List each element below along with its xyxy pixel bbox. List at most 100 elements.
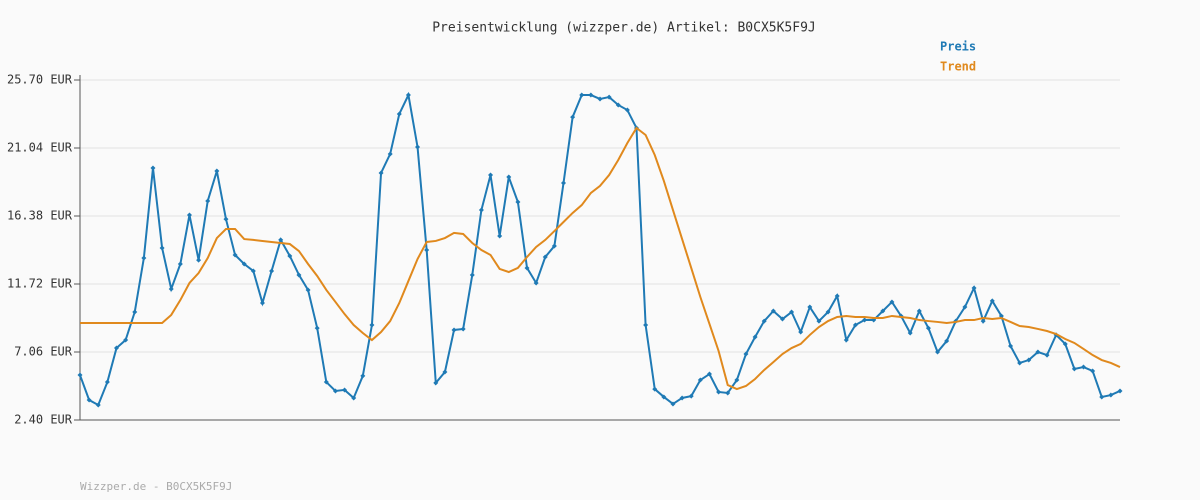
point-marker (415, 144, 421, 150)
point-marker (460, 326, 466, 332)
point-marker (488, 172, 494, 178)
y-tick-label: 25.70 EUR (7, 73, 73, 87)
point-marker (661, 394, 667, 400)
point-marker (697, 377, 703, 383)
point-marker (1099, 394, 1105, 400)
point-marker (168, 286, 174, 292)
point-marker (1008, 343, 1014, 349)
point-marker (214, 168, 220, 174)
point-marker (1044, 352, 1050, 358)
point-marker (232, 252, 238, 258)
point-marker (807, 304, 813, 310)
point-marker (962, 304, 968, 310)
y-tick-label: 11.72 EUR (7, 277, 73, 291)
point-marker (469, 272, 475, 278)
point-marker (332, 388, 338, 394)
point-marker (852, 322, 858, 328)
point-marker (515, 199, 521, 205)
point-marker (643, 322, 649, 328)
point-marker (478, 207, 484, 213)
footer: Wizzper.de - B0CX5K5F9J (80, 480, 232, 493)
y-tick-label: 21.04 EUR (7, 141, 73, 155)
point-marker (442, 369, 448, 375)
point-marker (551, 243, 557, 249)
point-marker (688, 393, 694, 399)
point-marker (670, 401, 676, 407)
point-marker (524, 265, 530, 271)
point-marker (278, 237, 284, 243)
point-marker (287, 253, 293, 259)
point-marker (77, 372, 83, 378)
point-marker (1062, 341, 1068, 347)
point-marker (141, 255, 147, 261)
point-marker (880, 308, 886, 314)
point-marker (944, 338, 950, 344)
point-marker (1071, 366, 1077, 372)
point-marker (186, 212, 192, 218)
point-marker (132, 309, 138, 315)
point-marker (706, 371, 712, 377)
point-marker (843, 337, 849, 343)
point-marker (378, 170, 384, 176)
point-marker (506, 174, 512, 180)
point-marker (396, 111, 402, 117)
point-marker (451, 327, 457, 333)
point-marker (95, 402, 101, 408)
point-marker (1117, 388, 1123, 394)
point-marker (387, 151, 393, 157)
point-marker (433, 380, 439, 386)
point-marker (725, 390, 731, 396)
point-marker (241, 261, 247, 267)
point-marker (652, 386, 658, 392)
point-marker (889, 299, 895, 305)
point-marker (716, 389, 722, 395)
point-marker (1090, 368, 1096, 374)
point-marker (269, 268, 275, 274)
point-marker (834, 293, 840, 299)
point-marker (825, 309, 831, 315)
chart-title: Preisentwicklung (wizzper.de) Artikel: B… (432, 21, 816, 36)
point-marker (314, 325, 320, 331)
point-marker (989, 298, 995, 304)
point-marker (177, 261, 183, 267)
point-marker (113, 345, 119, 351)
legend-label: Trend (940, 60, 976, 74)
series-line (80, 126, 1121, 391)
point-marker (624, 107, 630, 113)
point-marker (798, 329, 804, 335)
point-marker (907, 330, 913, 336)
point-marker (250, 268, 256, 274)
y-tick-label: 7.06 EUR (14, 345, 73, 359)
point-marker (223, 216, 229, 222)
legend-label: Preis (940, 40, 976, 54)
point-marker (351, 395, 357, 401)
point-marker (205, 198, 211, 204)
point-marker (561, 180, 567, 186)
point-marker (259, 300, 265, 306)
point-marker (588, 92, 594, 98)
point-marker (1017, 360, 1023, 366)
point-marker (935, 349, 941, 355)
point-marker (770, 308, 776, 314)
point-marker (323, 379, 329, 385)
point-marker (533, 280, 539, 286)
point-marker (1035, 349, 1041, 355)
point-marker (579, 92, 585, 98)
point-marker (980, 318, 986, 324)
point-marker (761, 318, 767, 324)
point-marker (296, 272, 302, 278)
point-marker (734, 377, 740, 383)
point-marker (159, 245, 165, 251)
point-marker (542, 254, 548, 260)
point-marker (916, 308, 922, 314)
y-tick-label: 16.38 EUR (7, 209, 73, 223)
point-marker (150, 165, 156, 171)
point-marker (862, 317, 868, 323)
point-marker (615, 102, 621, 108)
point-marker (360, 373, 366, 379)
point-marker (1026, 357, 1032, 363)
point-marker (1081, 364, 1087, 370)
point-marker (816, 318, 822, 324)
